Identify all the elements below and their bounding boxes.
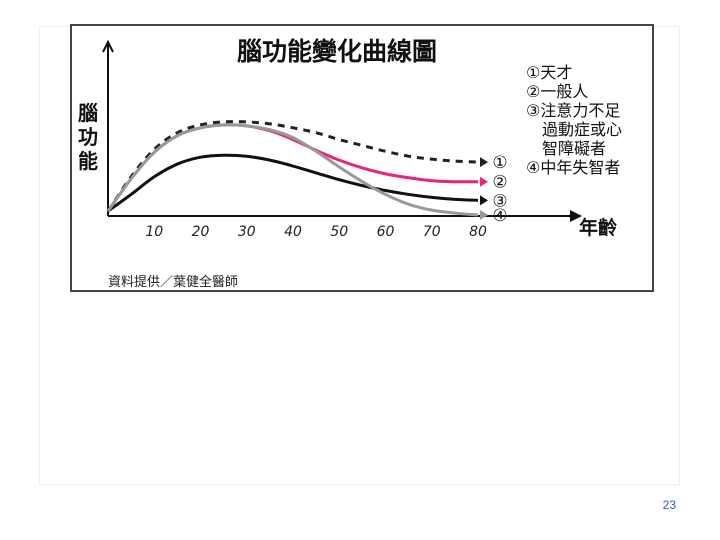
series-arrowhead	[480, 176, 488, 187]
series-arrowhead	[480, 210, 488, 221]
x-tick-labels: 10 20 30 40 50 60 70 80	[145, 224, 487, 240]
series-line	[106, 120, 479, 212]
y-axis-label: 腦功能	[78, 101, 98, 173]
y-axis-label-char: 功	[78, 125, 98, 149]
chart-lines	[106, 120, 488, 221]
x-axis-arrow	[570, 210, 582, 222]
x-axis-label: 年齡	[579, 216, 617, 239]
legend-entry: ③注意力不足	[526, 101, 620, 120]
chart-axes	[102, 39, 582, 222]
series-arrowhead	[480, 157, 488, 168]
y-axis-label-char: 腦	[78, 101, 98, 125]
series-end-marker: ②	[492, 173, 507, 193]
x-tick-label: 10	[145, 224, 163, 240]
series-line	[106, 123, 479, 217]
legend-entry: 智障礙者	[542, 139, 606, 158]
series-end-marker: ①	[492, 153, 507, 173]
x-tick-label: 20	[192, 224, 210, 240]
chart-title: 腦功能變化曲線圖	[237, 37, 437, 66]
x-tick-label: 60	[377, 224, 395, 240]
x-tick-label: 50	[330, 224, 348, 240]
x-tick-label: 80	[469, 224, 487, 240]
legend-entry: ②一般人	[526, 82, 588, 101]
series-line	[107, 153, 479, 213]
legend-entry: ①天才	[526, 63, 572, 82]
y-axis-arrow	[102, 39, 114, 53]
y-axis-label-char: 能	[78, 149, 98, 173]
source-note: 資料提供／葉健全醫師	[108, 274, 238, 290]
x-tick-label: 40	[284, 224, 302, 240]
series-end-marker: ④	[492, 206, 507, 226]
page-number: 23	[662, 498, 676, 512]
legend-entry: ④中年失智者	[526, 158, 620, 177]
legend-entry: 過動症或心	[542, 120, 622, 139]
series-arrowhead	[480, 195, 488, 206]
x-tick-label: 30	[238, 224, 256, 240]
series-end-marker: ③	[492, 191, 507, 211]
x-tick-label: 70	[423, 224, 441, 240]
